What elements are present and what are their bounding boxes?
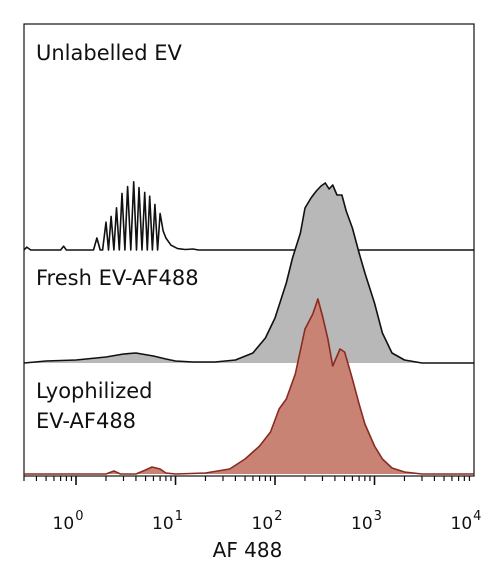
x-tick-exponent: 4 [473,509,481,524]
x-tick-label: 102 [252,509,283,534]
series-name-fresh: Fresh EV-AF488 [36,266,199,290]
x-axis-label: AF 488 [212,538,283,562]
series-name-unlabelled: Unlabelled EV [36,41,182,65]
label-fresh-ev: Fresh EV-AF488 [36,265,199,292]
x-tick-exponent: 0 [75,509,83,524]
x-tick-label: 104 [451,509,482,534]
label-unlabelled-ev: Unlabelled EV [36,40,182,67]
series-line-0 [23,181,474,251]
series-fill-2 [24,299,474,474]
x-tick-label: 100 [53,509,84,534]
series-line-1 [23,182,474,364]
x-tick-exponent: 3 [374,509,382,524]
series-line-2 [24,298,474,475]
series-name-lyophilized: Lyophilized EV-AF488 [36,379,153,433]
x-tick-exponent: 2 [274,509,282,524]
x-tick-exponent: 1 [175,509,183,524]
label-lyophilized-ev: Lyophilized EV-AF488 [36,376,176,436]
x-tick-label: 101 [152,509,183,534]
x-tick-label: 103 [351,509,382,534]
series-fill-1 [24,183,474,363]
